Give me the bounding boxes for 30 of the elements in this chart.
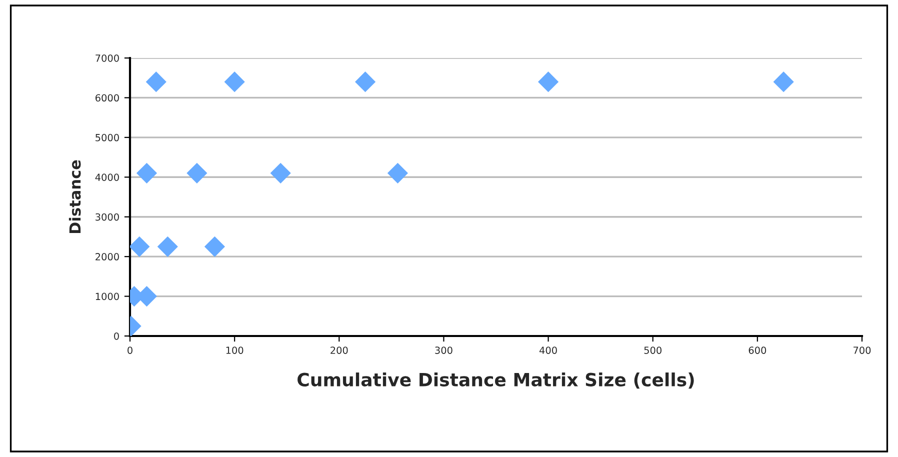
x-tick-label: 100 [226,346,244,354]
point [186,162,208,184]
point [146,72,166,92]
x-axis-title: Cumulative Distance Matrix Size (cells) [298,372,694,389]
x-tick-label: 600 [748,346,766,354]
point [136,162,158,184]
y-tick-label: 7000 [96,54,119,62]
x-tick-label: 700 [854,346,871,354]
point [538,72,559,92]
y-tick-label: 2000 [96,253,119,260]
point [773,72,794,92]
y-axis-title: Distance [68,160,81,234]
y-tick-label: 5000 [96,134,119,142]
y-tick-label: 1000 [96,292,119,300]
y-tick-label: 3000 [96,213,119,221]
x-tick-label: 400 [539,346,557,354]
point [157,236,178,257]
x-tick-label: 300 [435,346,452,354]
x-tick-label: 500 [644,346,662,354]
point [270,162,291,184]
y-tick-label: 6000 [96,94,119,102]
x-tick-label: 200 [330,346,348,354]
point [387,162,408,184]
x-tick-label: 0 [128,346,132,354]
point [130,236,150,257]
point [204,236,226,257]
y-tick-label: 4000 [95,174,119,181]
y-tick-label: 0 [114,332,119,340]
point [354,72,376,92]
point [224,72,245,92]
